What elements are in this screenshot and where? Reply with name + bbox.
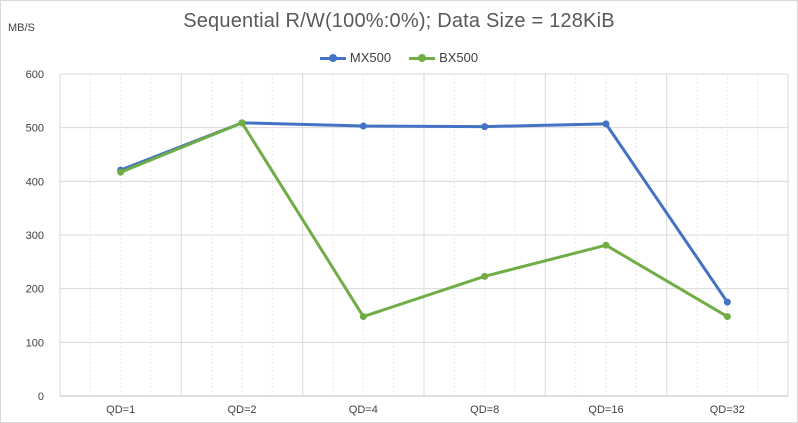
data-point-mx500	[602, 120, 610, 128]
y-tick-label-100: 100	[26, 337, 44, 349]
x-tick-label-qd-1: QD=1	[106, 404, 135, 416]
data-point-bx500	[117, 168, 125, 176]
data-point-bx500	[481, 272, 489, 280]
data-point-bx500	[602, 241, 610, 249]
legend: MX500 BX500	[0, 50, 798, 65]
y-tick-label-0: 0	[38, 391, 44, 403]
legend-label-mx500: MX500	[349, 50, 392, 65]
y-tick-label-500: 500	[26, 123, 44, 135]
legend-swatch-bx500	[409, 53, 436, 63]
x-tick-label-qd-32: QD=32	[710, 404, 745, 416]
legend-item-bx500: BX500	[409, 50, 478, 65]
y-tick-label-300: 300	[26, 230, 44, 242]
legend-label-bx500: BX500	[439, 50, 479, 65]
x-tick-label-qd-8: QD=8	[470, 404, 499, 416]
x-tick-label-qd-4: QD=4	[349, 404, 378, 416]
y-axis-label: MB/S	[8, 22, 35, 34]
y-tick-label-200: 200	[26, 284, 44, 296]
series-line-bx500	[119, 121, 729, 319]
data-point-mx500	[359, 122, 367, 130]
data-point-bx500	[723, 313, 731, 321]
data-point-mx500	[481, 123, 489, 131]
x-tick-label-qd-16: QD=16	[588, 404, 623, 416]
data-point-bx500	[238, 119, 246, 127]
data-point-mx500	[723, 298, 731, 306]
chart-title: Sequential R/W(100%:0%); Data Size = 128…	[183, 10, 615, 32]
legend-swatch-mx500	[319, 53, 346, 63]
y-tick-label-400: 400	[26, 176, 44, 188]
x-tick-label-qd-2: QD=2	[227, 404, 256, 416]
legend-item-mx500: MX500	[319, 50, 392, 65]
data-point-bx500	[359, 313, 367, 321]
y-tick-label-600: 600	[26, 69, 44, 81]
